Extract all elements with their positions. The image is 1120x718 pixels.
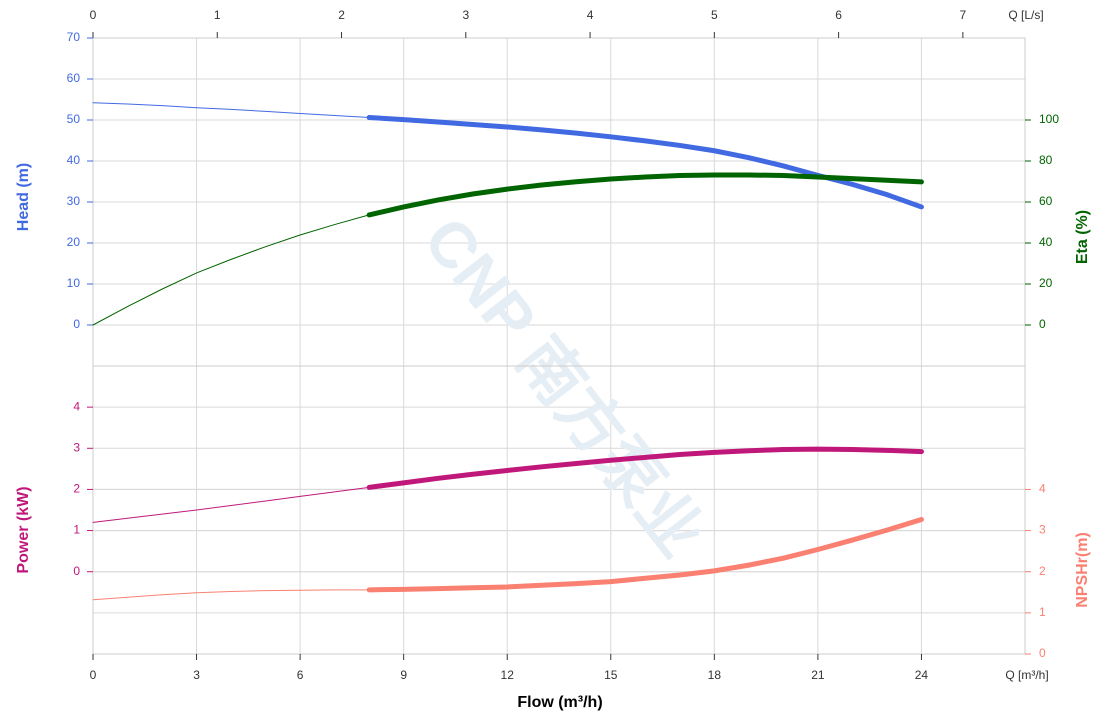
x-axis-title: Flow (m³/h) <box>517 694 602 711</box>
y-tick-label: 2 <box>73 482 80 496</box>
y-tick-label: 60 <box>67 71 81 85</box>
curve-duty-line <box>366 172 924 218</box>
x2-tick-label: 1 <box>214 8 221 22</box>
x2-tick-label: 6 <box>835 8 842 22</box>
y-tick-label: 0 <box>73 564 80 578</box>
y-tick-label: 10 <box>67 276 81 290</box>
x-tick-label: 24 <box>915 668 929 682</box>
y-tick-label: 0 <box>73 317 80 331</box>
y2-tick-label: 60 <box>1039 194 1053 208</box>
x-tick-label: 0 <box>90 668 97 682</box>
y-tick-label: 20 <box>67 235 81 249</box>
y2-tick-label: 20 <box>1039 276 1053 290</box>
y2-tick-label: 100 <box>1039 112 1059 126</box>
x-tick-label: 3 <box>193 668 200 682</box>
y2-tick-label: 0 <box>1039 646 1046 660</box>
x-tick-label: 18 <box>708 668 722 682</box>
x-tick-label: 15 <box>604 668 618 682</box>
y-tick-label: 40 <box>67 153 81 167</box>
y2-tick-label: 2 <box>1039 564 1046 578</box>
y-tick-label: 1 <box>73 523 80 537</box>
y2-tick-label: 3 <box>1039 523 1046 537</box>
y2-axis-title: Eta (%) <box>1074 210 1091 264</box>
y2-tick-label: 0 <box>1039 317 1046 331</box>
x-tick-label: 9 <box>400 668 407 682</box>
x2-axis-unit: Q [L/s] <box>1008 8 1043 22</box>
y2-axis-title: NPSHr(m) <box>1074 532 1091 608</box>
plot-frame <box>92 37 1026 655</box>
y2-tick-label: 4 <box>1039 482 1046 496</box>
curve-duty-line <box>366 115 924 210</box>
y-tick-label: 3 <box>73 440 80 454</box>
y2-tick-label: 40 <box>1039 235 1053 249</box>
x-tick-label: 6 <box>297 668 304 682</box>
x2-tick-label: 7 <box>960 8 967 22</box>
y-tick-label: 4 <box>73 399 80 413</box>
y-tick-label: 50 <box>67 112 81 126</box>
watermark: CNP 南方泵业 <box>410 204 718 570</box>
y-tick-label: 30 <box>67 194 81 208</box>
x2-tick-label: 2 <box>338 8 345 22</box>
y-tick-label: 70 <box>67 30 81 44</box>
y-axis-title: Head (m) <box>15 163 32 231</box>
curve-duty-line <box>366 516 924 593</box>
x2-tick-label: 5 <box>711 8 718 22</box>
y-axis-title: Power (kW) <box>15 486 32 573</box>
x2-tick-label: 3 <box>462 8 469 22</box>
x2-tick-label: 0 <box>90 8 97 22</box>
curve-duty-line <box>366 446 924 490</box>
x-tick-label: 21 <box>811 668 825 682</box>
y2-tick-label: 80 <box>1039 153 1053 167</box>
x2-tick-label: 4 <box>587 8 594 22</box>
x-axis-unit: Q [m³/h] <box>1005 668 1048 682</box>
y2-tick-label: 1 <box>1039 605 1046 619</box>
x-tick-label: 12 <box>501 668 515 682</box>
